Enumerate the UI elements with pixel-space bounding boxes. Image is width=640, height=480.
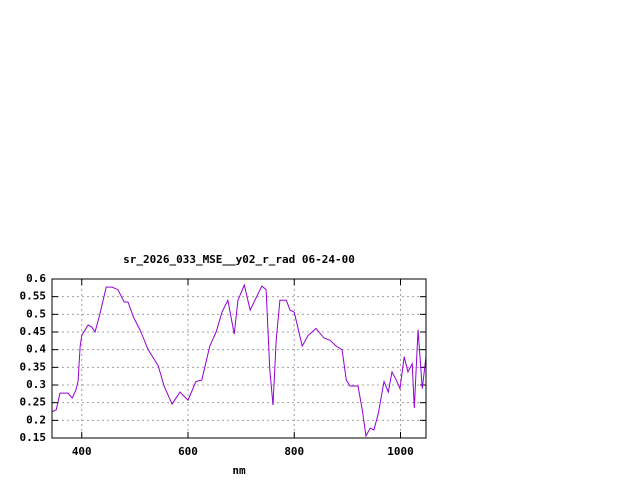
y-tick-label: 0.15 (20, 431, 47, 444)
y-tick-label: 0.35 (20, 360, 47, 373)
y-tick-label: 0.4 (26, 343, 46, 356)
x-tick-label: 400 (72, 445, 92, 458)
y-tick-label: 0.25 (20, 396, 47, 409)
y-tick-label: 0.2 (26, 413, 46, 426)
y-tick-label: 0.6 (26, 272, 46, 285)
y-tick-label: 0.55 (20, 290, 47, 303)
x-axis-label: nm (232, 464, 246, 477)
y-tick-label: 0.3 (26, 378, 46, 391)
y-tick-label: 0.5 (26, 307, 46, 320)
plot-border (51, 278, 427, 439)
data-line (51, 283, 427, 438)
x-tick-label: 600 (178, 445, 198, 458)
y-tick-label: 0.45 (20, 325, 47, 338)
x-tick-label: 800 (284, 445, 304, 458)
x-tick-label: 1000 (387, 445, 414, 458)
chart-title: sr_2026_033_MSE__y02_r_rad 06-24-00 (123, 253, 355, 266)
